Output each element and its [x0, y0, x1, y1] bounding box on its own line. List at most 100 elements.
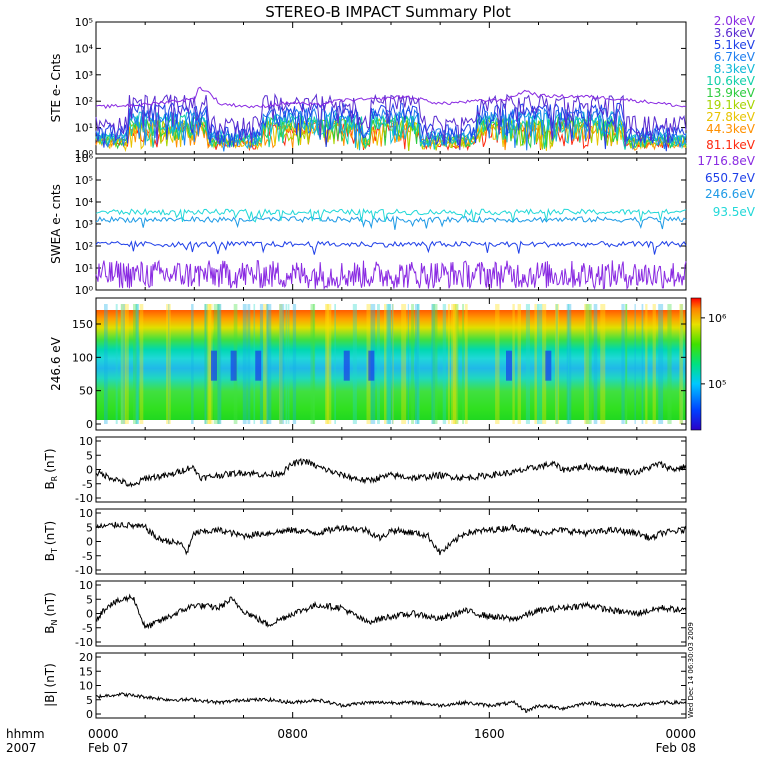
pad-stripe-7 — [135, 304, 139, 424]
bt-panel-frame — [95, 508, 687, 575]
pad-stripe-75 — [217, 304, 222, 424]
pad-ytick-label-1: 50 — [79, 385, 93, 398]
ste-ytick-label-3: 10³ — [75, 69, 93, 82]
swea-y-axis: 10⁰ 10¹ 10² 10³ 10⁴ 10⁵ 10⁶ — [75, 152, 686, 297]
swea-series-line-2 — [95, 215, 687, 230]
time-tick-label-hhmm-3: 0000 — [665, 727, 696, 741]
bmag-ytick-label-3: 5 — [86, 694, 93, 707]
br-series-line — [95, 457, 687, 488]
bn-y-axis: 105 0-5-10 — [75, 579, 686, 649]
bn-panel-frame — [95, 580, 687, 647]
pad-stripe-77 — [104, 304, 108, 424]
legend-ste-10: 81.1keV — [706, 138, 756, 152]
pad-stripe-69 — [555, 304, 558, 424]
ste-y-axis: 10⁰ 10¹ 10² 10³ 10⁴ 10⁵ — [75, 16, 686, 161]
pad-stripe-80 — [326, 304, 332, 424]
bmag-ytick-label-4: 0 — [86, 708, 93, 721]
br-ylabel: BR (nT) — [43, 448, 59, 489]
pad-dropout-4 — [368, 350, 375, 381]
bt-ytick-label-2: 0 — [86, 536, 93, 549]
time-tick-label-hhmm-0: 0000 — [88, 727, 119, 741]
bn-ytick-label-1: 5 — [86, 593, 93, 606]
pad-stripe-87 — [407, 304, 409, 424]
br-ytick-label-3: -5 — [82, 478, 93, 491]
pad-dropout-2 — [255, 350, 262, 381]
pad-stripe-41 — [191, 304, 194, 424]
swea-ytick-label-4: 10⁴ — [75, 196, 94, 209]
pad-stripe-74 — [135, 304, 139, 424]
pad-stripe-8 — [352, 304, 357, 424]
pad-stripe-4 — [325, 304, 329, 424]
pad-stripe-58 — [253, 304, 256, 424]
pad-stripe-47 — [120, 304, 123, 424]
pad-stripe-86 — [123, 304, 125, 424]
swea-ytick-label-2: 10² — [75, 240, 93, 253]
bmag-ytick-label-1: 15 — [79, 665, 93, 678]
pad-stripe-23 — [266, 304, 269, 424]
bn-series-line — [95, 593, 687, 630]
pad-stripe-64 — [634, 304, 636, 424]
bmag-panel-frame — [95, 652, 687, 719]
br-ytick-label-0: 10 — [79, 435, 93, 448]
br-ytick-label-2: 0 — [86, 464, 93, 477]
bmag-ylabel-symbol: |B| — [43, 690, 57, 706]
swea-ytick-label-0: 10⁰ — [75, 284, 94, 297]
swea-ytick-label-5: 10⁵ — [75, 174, 93, 187]
pad-dropout-3 — [343, 350, 350, 381]
pad-stripe-19 — [641, 304, 644, 424]
pad-stripe-56 — [567, 304, 570, 424]
pad-stripe-16 — [166, 304, 171, 424]
pad-stripe-60 — [593, 304, 598, 424]
bn-ylabel-symbol: B — [43, 626, 57, 634]
br-panel: 105 0-5-10 BR (nT) — [43, 435, 687, 505]
pad-stripe-57 — [401, 304, 407, 424]
legend-swea-3: 93.5eV — [713, 205, 756, 219]
pad-stripe-65 — [512, 304, 515, 424]
br-ylabel-symbol: B — [43, 481, 57, 489]
legend-ste-7: 19.1keV — [706, 98, 756, 112]
bn-ytick-label-2: 0 — [86, 608, 93, 621]
pad-stripe-62 — [310, 304, 316, 424]
bmag-ytick-label-2: 10 — [79, 680, 93, 693]
pad-stripe-76 — [431, 304, 433, 424]
bt-ylabel-subscript: T — [50, 548, 59, 554]
pad-stripe-89 — [589, 304, 592, 424]
pad-dropout-1 — [230, 350, 237, 381]
time-axis-corner-year: 2007 — [6, 741, 37, 755]
pad-stripe-83 — [386, 304, 391, 424]
pad-stripe-68 — [451, 304, 456, 424]
br-ylabel-unit: (nT) — [43, 448, 57, 472]
pad-stripe-72 — [495, 304, 500, 424]
pad-ytick-label-0: 0 — [86, 418, 93, 431]
pad-stripe-63 — [537, 304, 539, 424]
ste-ytick-label-4: 10⁴ — [75, 42, 94, 55]
pad-stripe-27 — [115, 304, 118, 424]
pad-ytick-label-3: 150 — [72, 318, 93, 331]
legend-ste-5: 10.6keV — [706, 74, 756, 88]
legend-swea-1: 650.7eV — [705, 171, 756, 185]
swea-panel-frame — [95, 157, 687, 291]
br-ylabel-subscript: R — [50, 475, 59, 481]
bt-ylabel: BT (nT) — [43, 521, 59, 561]
swea-series-line-0 — [95, 259, 687, 291]
pad-stripe-2 — [534, 304, 537, 424]
pad-stripe-40 — [566, 304, 572, 424]
pad-stripe-28 — [387, 304, 392, 424]
pad-stripe-71 — [680, 304, 684, 424]
pad-stripe-31 — [259, 304, 264, 424]
pad-stripe-37 — [217, 304, 221, 424]
colorbar-tick-label-0: 10⁶ — [708, 312, 727, 325]
pad-panel: 0 50 100 150 246.6 eV 10⁶ 10⁵ — [49, 297, 727, 431]
bn-ytick-label-3: -5 — [82, 622, 93, 635]
pad-stripe-49 — [208, 304, 213, 424]
pad-stripe-52 — [454, 304, 459, 424]
plot-title: STEREO-B IMPACT Summary Plot — [265, 3, 511, 21]
pad-dropout-0 — [211, 350, 217, 381]
bn-panel: 105 0-5-10 BN (nT) — [43, 579, 687, 649]
pad-stripe-32 — [334, 304, 336, 424]
pad-stripe-22 — [417, 304, 420, 424]
pad-stripe-10 — [537, 304, 543, 424]
timestamp: Wed Dec 14 06:30:03 2009 — [687, 622, 695, 718]
pad-stripe-73 — [525, 304, 530, 424]
